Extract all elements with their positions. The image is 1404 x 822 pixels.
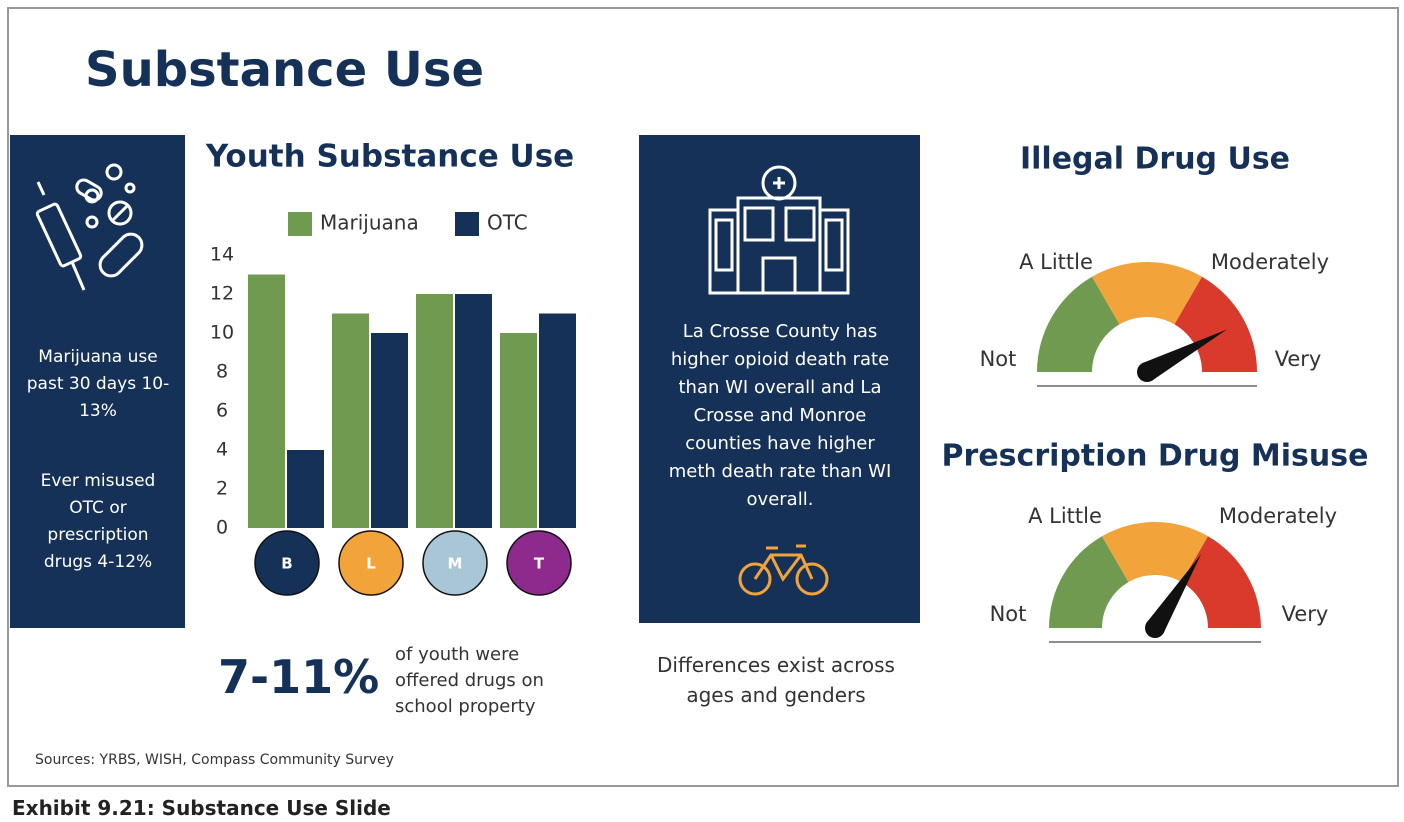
gauge-hub	[1137, 362, 1157, 382]
category-badge	[338, 530, 404, 596]
gauge-label: A Little	[1028, 504, 1102, 528]
gauge-hub	[1145, 618, 1165, 638]
bicycle-icon	[738, 544, 829, 596]
gauge-label: Very	[1282, 602, 1329, 626]
gauge-label: Very	[1275, 347, 1322, 371]
bar	[455, 294, 492, 528]
left-text: Marijuana use past 30 days 10-13%	[26, 347, 170, 421]
y-tick-label: 2	[216, 478, 228, 500]
y-tick-label: 8	[216, 361, 228, 383]
info-panel	[639, 135, 920, 623]
hospital-icon	[708, 165, 850, 295]
gauge-label: A Little	[1019, 250, 1093, 274]
y-tick-label: 12	[210, 283, 234, 305]
left-text: Ever misused OTC or prescription drugs 4…	[40, 471, 156, 572]
gauge-label: Moderately	[1211, 250, 1329, 274]
category-badge	[422, 530, 488, 596]
note: Differences exist across ages and gender…	[657, 653, 895, 707]
y-tick-label: 14	[210, 244, 234, 266]
x-tick-label: B	[281, 555, 292, 573]
gauge-label: Moderately	[1219, 504, 1337, 528]
y-tick-label: 6	[216, 400, 228, 422]
sources: Sources: YRBS, WISH, Compass Community S…	[35, 752, 394, 768]
y-tick-label: 0	[216, 517, 228, 539]
bar	[287, 450, 324, 528]
caption: Exhibit 9.21: Substance Use Slide	[12, 796, 391, 820]
x-tick-label: M	[448, 555, 463, 573]
bar	[332, 313, 369, 528]
bar	[416, 294, 453, 528]
gauge-segment	[1102, 521, 1208, 583]
bar	[500, 333, 537, 528]
y-tick-label: 4	[216, 439, 228, 461]
x-tick-label: L	[366, 555, 376, 573]
bar	[371, 333, 408, 528]
category-badge	[254, 530, 320, 596]
gauge-segment	[1049, 536, 1129, 628]
stat-value: 7-11%	[218, 650, 380, 704]
stat-text: of youth were offered drugs on school pr…	[395, 644, 544, 717]
gauge-needle	[1146, 554, 1202, 634]
gauge-needle	[1142, 329, 1227, 381]
y-tick-label: 10	[210, 322, 234, 344]
gauge-segment	[1174, 276, 1257, 372]
legend-label: OTC	[487, 211, 528, 235]
x-tick-label: T	[534, 555, 545, 573]
pills-icon	[35, 163, 144, 291]
gauge-label: Not	[990, 602, 1027, 626]
info-text: La Crosse County has higher opioid death…	[668, 321, 892, 510]
gauge-label: Not	[980, 347, 1017, 371]
gauge-title: Prescription Drug Misuse	[942, 439, 1369, 474]
legend-swatch	[455, 212, 479, 236]
legend-label: Marijuana	[320, 211, 419, 235]
gauge-segment	[1092, 262, 1202, 325]
gauge-segment	[1181, 536, 1261, 628]
legend-swatch	[288, 212, 312, 236]
slide-title: Substance Use	[85, 42, 484, 98]
bar	[539, 313, 576, 528]
category-badge	[506, 530, 572, 596]
bar	[248, 274, 285, 528]
chart-title: Youth Substance Use	[205, 139, 574, 175]
gauge-segment	[1037, 276, 1120, 372]
gauge-title: Illegal Drug Use	[1020, 142, 1290, 177]
